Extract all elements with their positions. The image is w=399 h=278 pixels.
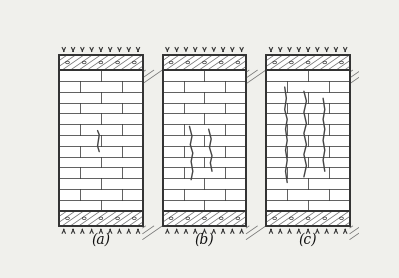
Bar: [163, 70, 246, 211]
Bar: [266, 70, 350, 211]
Text: (b): (b): [195, 233, 214, 247]
Bar: [163, 211, 246, 226]
Bar: [59, 70, 143, 211]
Bar: [266, 211, 350, 226]
Text: (a): (a): [91, 233, 111, 247]
Bar: [59, 70, 143, 211]
Bar: [163, 70, 246, 211]
Text: (c): (c): [299, 233, 317, 247]
Bar: [163, 55, 246, 70]
Bar: [266, 55, 350, 70]
Bar: [59, 211, 143, 226]
Bar: [59, 55, 143, 70]
Bar: [59, 211, 143, 226]
Bar: [266, 55, 350, 70]
Bar: [163, 211, 246, 226]
Bar: [266, 70, 350, 211]
Bar: [59, 55, 143, 70]
Bar: [163, 55, 246, 70]
Bar: [266, 211, 350, 226]
